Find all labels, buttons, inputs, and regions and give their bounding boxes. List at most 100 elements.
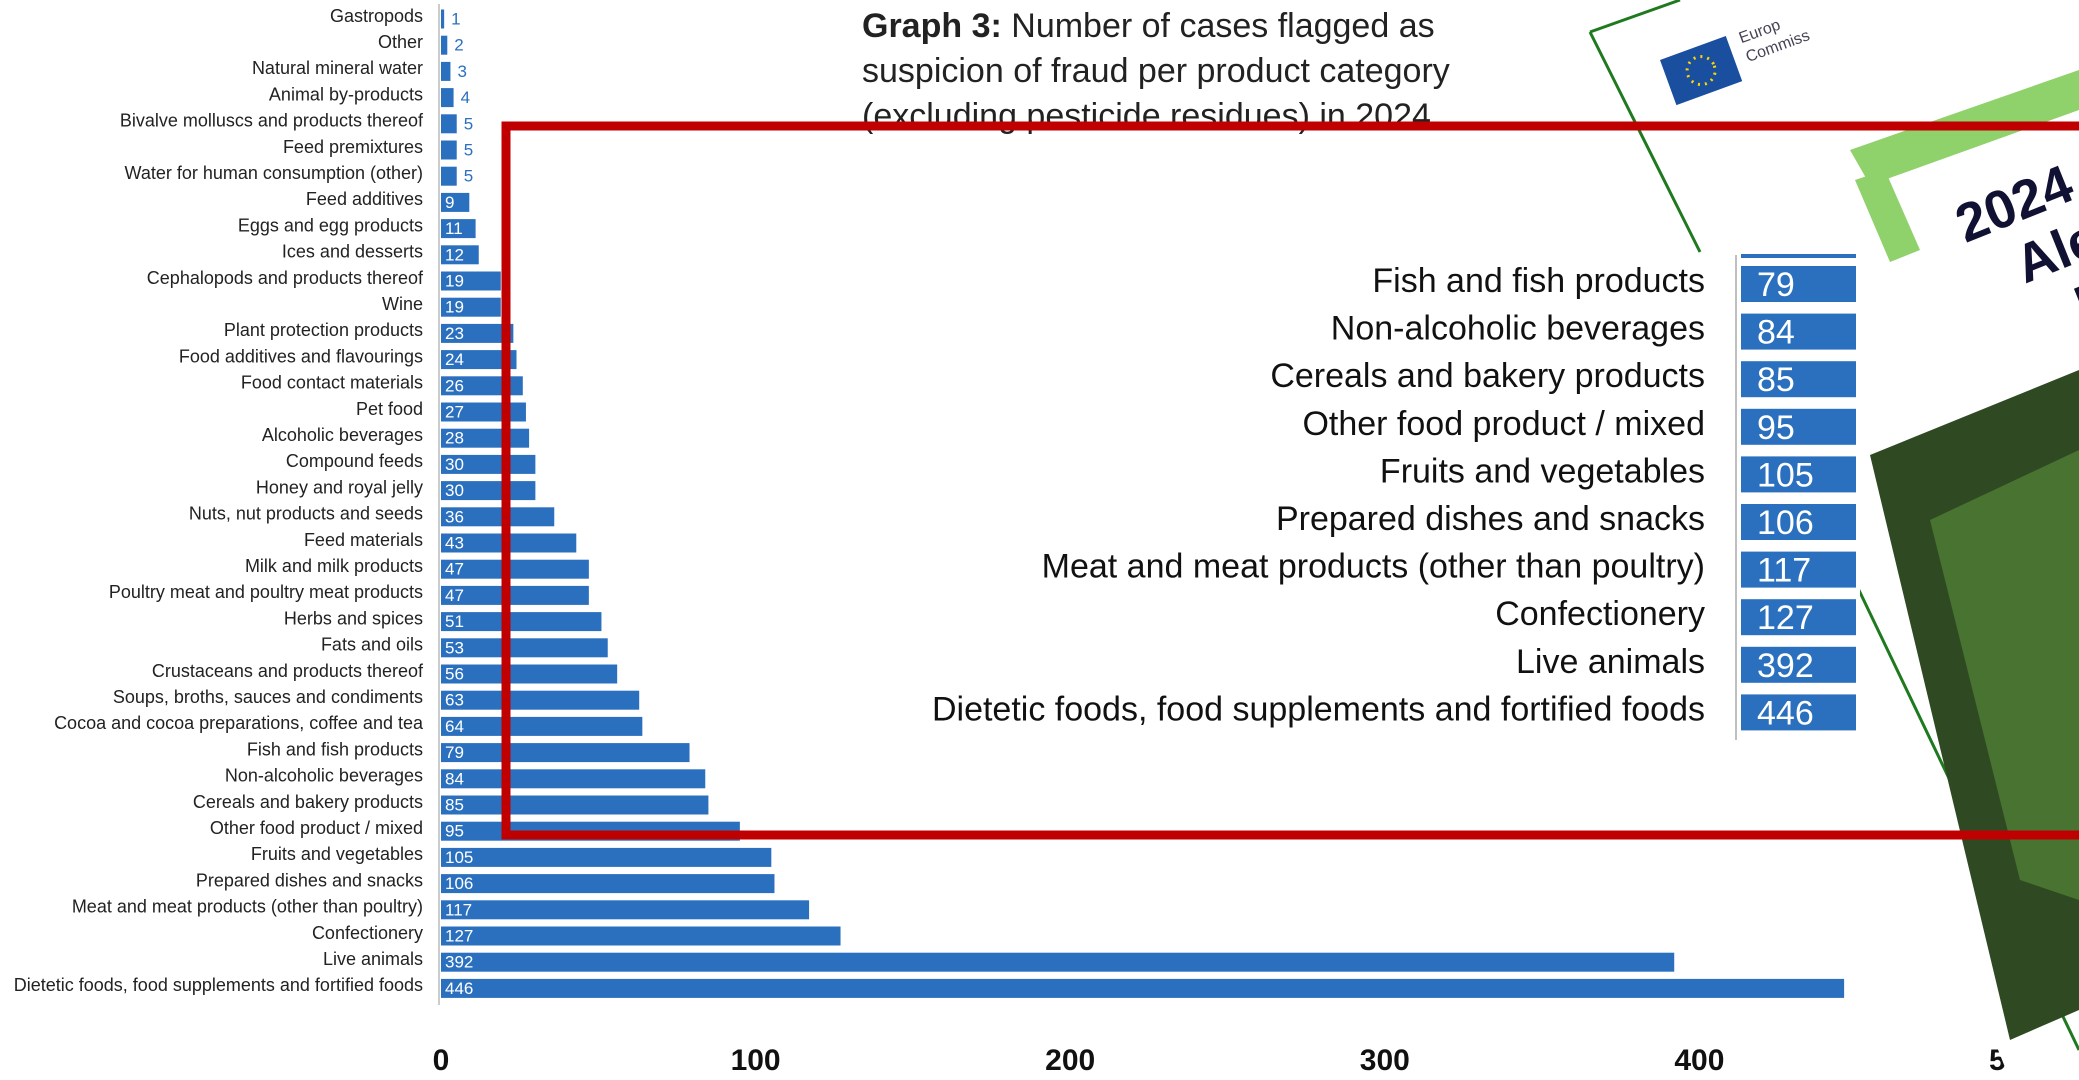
bar xyxy=(441,847,772,867)
bar xyxy=(441,559,589,579)
value-label: 43 xyxy=(445,533,464,552)
y-tick-label: Herbs and spices xyxy=(284,608,423,628)
bar xyxy=(441,88,454,108)
cover-title: 2024 Aler Net xyxy=(1947,154,2079,336)
inset-bar xyxy=(1741,456,1856,493)
bar xyxy=(441,978,1845,998)
bar xyxy=(441,192,470,212)
value-label: 127 xyxy=(445,926,473,945)
value-label: 47 xyxy=(445,586,464,605)
inset-label: Non-alcoholic beverages xyxy=(1331,310,1705,348)
y-tick-label: Cocoa and cocoa preparations, coffee and… xyxy=(54,713,424,733)
bar xyxy=(441,926,841,946)
bar xyxy=(441,35,448,55)
y-tick-label: Non-alcoholic beverages xyxy=(225,766,423,786)
value-label: 36 xyxy=(445,507,464,526)
bar xyxy=(441,585,589,605)
y-tick-label: Pet food xyxy=(356,399,423,419)
inset-value-label: 85 xyxy=(1757,361,1795,399)
value-label: 79 xyxy=(445,743,464,762)
inset-label: Dietetic foods, food supplements and for… xyxy=(932,690,1705,728)
cover-edge xyxy=(1588,31,1702,253)
inset-value-label: 79 xyxy=(1757,266,1795,304)
y-tick-label: Animal by-products xyxy=(269,84,423,104)
inset-bar xyxy=(1741,408,1856,445)
value-label: 63 xyxy=(445,691,464,710)
bar xyxy=(441,507,555,527)
value-label: 64 xyxy=(445,717,464,736)
bar xyxy=(441,874,775,894)
y-tick-label: Prepared dishes and snacks xyxy=(196,870,423,890)
value-label: 30 xyxy=(445,481,464,500)
inset-bar xyxy=(1741,266,1856,302)
value-label: 19 xyxy=(445,298,464,317)
inset-value-label: 117 xyxy=(1757,552,1811,590)
y-tick-label: Honey and royal jelly xyxy=(256,477,423,497)
bar xyxy=(441,454,536,474)
x-tick-label: 400 xyxy=(1674,1044,1724,1077)
bar xyxy=(441,952,1675,972)
bar xyxy=(441,61,451,81)
value-label: 24 xyxy=(445,350,464,369)
y-tick-label: Confectionery xyxy=(312,923,423,943)
y-tick-label: Food additives and flavourings xyxy=(179,346,423,366)
inset-bar xyxy=(1741,646,1856,683)
value-label: 106 xyxy=(445,874,473,893)
bar xyxy=(441,245,479,265)
y-tick-label: Feed materials xyxy=(304,530,423,550)
y-tick-label: Plant protection products xyxy=(224,320,423,340)
x-tick-label: 100 xyxy=(731,1044,781,1077)
cover-edge xyxy=(1589,0,1681,34)
y-tick-label: Eggs and egg products xyxy=(238,215,423,235)
value-label: 23 xyxy=(445,324,464,343)
value-label: 3 xyxy=(457,62,466,81)
y-tick-label: Other food product / mixed xyxy=(210,818,423,838)
cover-photo-leaves xyxy=(1930,450,2079,900)
y-tick-label: Other xyxy=(378,32,423,52)
bar xyxy=(441,664,618,684)
bar xyxy=(441,114,457,134)
y-tick-label: Alcoholic beverages xyxy=(262,425,423,445)
bar xyxy=(441,716,643,736)
value-label: 85 xyxy=(445,795,464,814)
inset-label: Fruits and vegetables xyxy=(1380,452,1705,490)
y-tick-label: Food contact materials xyxy=(241,373,423,393)
y-tick-label: Bivalve molluscs and products thereof xyxy=(120,111,424,131)
cover-stripe xyxy=(1855,170,1920,262)
y-tick-label: Fruits and vegetables xyxy=(251,844,423,864)
inset-label: Cereals and bakery products xyxy=(1270,357,1705,395)
value-label: 53 xyxy=(445,638,464,657)
chart-title-prefix: Graph 3: xyxy=(862,7,1002,45)
value-label: 19 xyxy=(445,271,464,290)
y-tick-label: Dietetic foods, food supplements and for… xyxy=(14,975,423,995)
inset-value-label: 84 xyxy=(1757,314,1795,352)
y-tick-label: Poultry meat and poultry meat products xyxy=(109,582,423,602)
y-tick-label: Fats and oils xyxy=(321,635,423,655)
value-label: 117 xyxy=(445,900,472,919)
bar xyxy=(441,481,536,501)
bar xyxy=(441,350,517,370)
y-tick-label: Cephalopods and products thereof xyxy=(147,268,424,288)
value-label: 47 xyxy=(445,560,464,579)
bar xyxy=(441,638,608,658)
zoom-frame xyxy=(501,121,2079,840)
bar xyxy=(441,166,457,186)
y-tick-label: Feed premixtures xyxy=(283,137,423,157)
inset-value-label: 392 xyxy=(1757,647,1814,685)
y-tick-label: Feed additives xyxy=(306,189,423,209)
inset-bar xyxy=(1741,504,1856,540)
y-tick-label: Wine xyxy=(382,294,423,314)
inset-bar xyxy=(1741,599,1856,636)
eu-flag xyxy=(1660,36,1743,106)
y-tick-label: Crustaceans and products thereof xyxy=(152,661,424,681)
value-label: 105 xyxy=(445,848,473,867)
value-label: 84 xyxy=(445,769,464,788)
y-tick-label: Nuts, nut products and seeds xyxy=(189,504,423,524)
bar xyxy=(441,219,476,239)
value-label: 2 xyxy=(454,36,463,55)
value-label: 27 xyxy=(445,402,464,421)
y-tick-label: Milk and milk products xyxy=(245,556,423,576)
